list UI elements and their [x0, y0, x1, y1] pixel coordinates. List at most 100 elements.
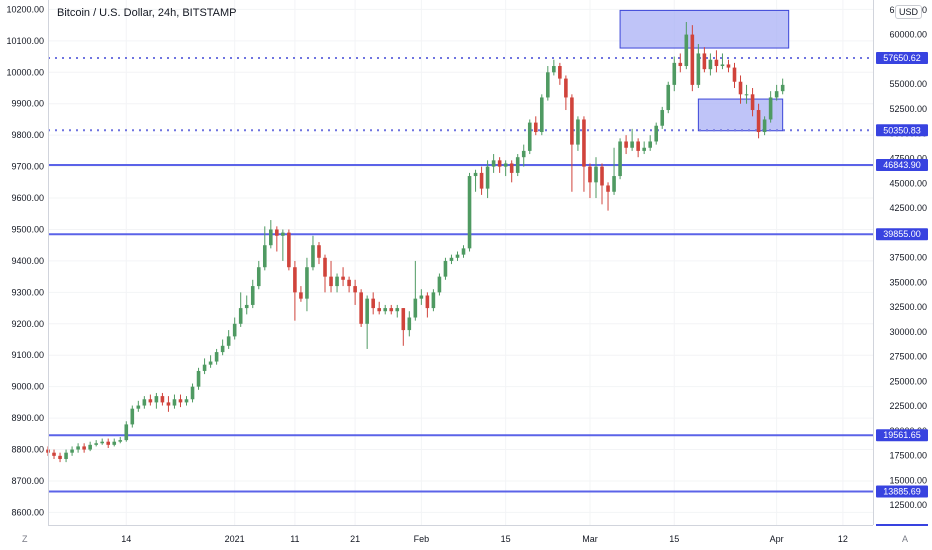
candle-up [365, 298, 369, 324]
left-tick-label: 9700.00 [11, 162, 44, 172]
candle-down [582, 119, 586, 167]
candle-down [497, 160, 502, 167]
candle-up [618, 141, 622, 177]
right-tick-label: 37500.00 [889, 253, 927, 263]
candle-down [299, 292, 303, 299]
right-tick-label: 32500.00 [889, 302, 927, 312]
level-price-label: 19561.65 [883, 430, 921, 440]
candle-down [401, 308, 406, 331]
right-tick-label: 47500.00 [889, 153, 927, 163]
candle-down [678, 62, 683, 67]
left-tick-label: 9200.00 [11, 319, 44, 329]
candle-up [521, 150, 526, 158]
candle-up [154, 396, 159, 403]
candle-up [64, 452, 68, 459]
candle-up [443, 260, 448, 277]
candle-up [642, 147, 646, 151]
level-price-label: 50350.83 [883, 125, 921, 135]
timezone-button[interactable]: Z [22, 534, 28, 544]
candle-down [371, 298, 375, 309]
level-price-badge [876, 228, 928, 241]
candle-down [600, 166, 604, 186]
right-tick-label: 12500.00 [889, 500, 927, 510]
right-tick-label: 45000.00 [889, 178, 927, 188]
candle-down [293, 267, 297, 293]
right-tick-label: 55000.00 [889, 79, 927, 89]
chart-title: Bitcoin / U.S. Dollar, 24h, BITSTAMP [57, 7, 237, 19]
left-tick-label: 8900.00 [11, 413, 44, 423]
candle-down [690, 34, 695, 85]
candle-up [515, 157, 520, 173]
candle-up [419, 295, 424, 299]
candle-up [491, 160, 496, 167]
candle-up [708, 59, 713, 70]
left-tick-label: 9100.00 [11, 350, 44, 360]
left-tick-label: 8700.00 [11, 476, 44, 486]
level-price-label: 46843.90 [883, 160, 921, 170]
candle-up [437, 276, 442, 293]
candle-down [178, 399, 183, 403]
level-price-label: 57650.62 [883, 53, 921, 63]
candle-down [624, 141, 628, 148]
right-tick-label: 17500.00 [889, 451, 927, 461]
candle-down [160, 396, 165, 403]
candle-up [660, 110, 665, 126]
candle-up [335, 276, 339, 287]
candle-down [702, 53, 707, 70]
candle-up [473, 172, 478, 177]
candle-up [762, 119, 767, 133]
candle-down [606, 185, 610, 192]
candle-up [256, 267, 261, 287]
candle-up [612, 176, 616, 192]
candle-up [413, 298, 418, 318]
level-price-badge [876, 51, 928, 64]
candle-up [449, 257, 454, 261]
currency-button[interactable]: USD [895, 5, 923, 19]
left-tick-label: 8600.00 [11, 507, 44, 517]
candle-down [377, 308, 382, 312]
right-tick-label: 35000.00 [889, 277, 927, 287]
candle-up [503, 163, 508, 167]
x-tick-label: 15 [501, 534, 511, 544]
x-tick-label: 15 [669, 534, 679, 544]
candle-down [564, 78, 568, 98]
right-tick-label: 60000.00 [889, 30, 927, 40]
candle-down [533, 122, 538, 133]
left-tick-label: 9600.00 [11, 193, 44, 203]
left-tick-label: 9900.00 [11, 99, 44, 109]
left-tick-label: 9300.00 [11, 287, 44, 297]
candle-up [112, 441, 117, 445]
candle-up [214, 352, 219, 362]
candle-up [461, 248, 466, 255]
level-price-label: 13885.69 [883, 486, 921, 496]
candle-down [148, 399, 153, 403]
candle-up [305, 267, 309, 299]
left-tick-label: 9000.00 [11, 382, 44, 392]
candle-down [82, 446, 86, 450]
candle-up [552, 66, 556, 73]
candle-up [672, 62, 677, 85]
candle-up [383, 308, 388, 312]
level-price-badge [876, 485, 928, 498]
x-tick-label: Apr [770, 534, 784, 544]
right-tick-label: 15000.00 [889, 475, 927, 485]
candle-up [244, 304, 249, 309]
candle-down [479, 172, 484, 189]
candle-up [196, 370, 201, 387]
x-tick-label: 2021 [225, 534, 245, 544]
candle-up [684, 34, 689, 67]
candle-down [738, 81, 743, 95]
zone-box [619, 9, 790, 49]
auto-scale-button[interactable]: A [902, 534, 909, 544]
right-tick-label: 42500.00 [889, 203, 927, 213]
candle-up [76, 446, 80, 450]
candle-up [130, 408, 135, 425]
x-tick-label: Feb [414, 534, 430, 544]
candle-down [287, 232, 291, 268]
candle-down [329, 276, 333, 287]
candle-down [353, 286, 357, 293]
candle-down [347, 279, 351, 287]
left-tick-label: 8800.00 [11, 445, 44, 455]
x-tick-label: Mar [582, 534, 598, 544]
